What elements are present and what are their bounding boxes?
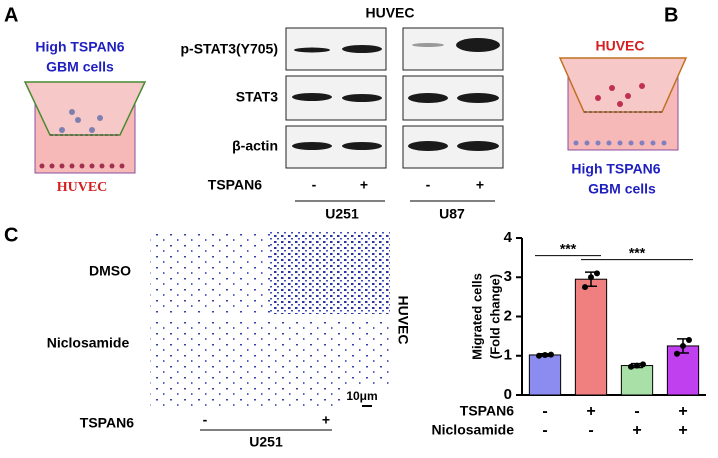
huvec-label: HUVEC bbox=[595, 38, 644, 54]
y-tick-label: 3 bbox=[504, 268, 512, 285]
condition: + bbox=[586, 403, 595, 420]
significance-label: *** bbox=[629, 244, 646, 260]
cells-label: GBM cells bbox=[46, 59, 114, 75]
western-blot: HUVEC p-STAT3(Y705) STAT3 β-actin TSPAN6… bbox=[181, 5, 504, 222]
data-point bbox=[628, 363, 634, 370]
bar bbox=[620, 365, 654, 396]
row-label: Niclosamide bbox=[47, 335, 130, 351]
data-point bbox=[640, 361, 646, 368]
y-tick-label: 0 bbox=[504, 386, 512, 403]
cell-line: U251 bbox=[249, 434, 283, 450]
significance-label: *** bbox=[560, 240, 577, 256]
cells-label: GBM cells bbox=[588, 181, 656, 197]
condition: + bbox=[678, 422, 687, 439]
condition: - bbox=[203, 412, 208, 428]
data-point bbox=[680, 342, 686, 349]
bar bbox=[574, 278, 608, 396]
data-point bbox=[582, 284, 588, 291]
blot-row-label: β-actin bbox=[232, 138, 278, 154]
data-point bbox=[634, 362, 640, 369]
condition: - bbox=[542, 422, 547, 439]
condition: + bbox=[632, 422, 641, 439]
transwell-a: High TSPAN6 GBM cells HUVEC bbox=[23, 39, 147, 195]
cells-label: High TSPAN6 bbox=[571, 161, 660, 177]
y-tick-label: 4 bbox=[504, 229, 513, 246]
huvec-label: HUVEC bbox=[57, 180, 108, 195]
y-axis-label: (Fold change) bbox=[487, 274, 502, 359]
side-label: HUVEC bbox=[395, 295, 411, 344]
panel-label: C bbox=[4, 224, 18, 246]
blot-title: HUVEC bbox=[365, 5, 414, 21]
condition: + bbox=[678, 403, 687, 420]
data-point bbox=[594, 270, 600, 277]
cells-label: High TSPAN6 bbox=[35, 39, 124, 55]
bar bbox=[666, 345, 700, 396]
data-point bbox=[674, 350, 680, 357]
panel-labels: A B C bbox=[4, 4, 678, 246]
cell-line: U87 bbox=[439, 206, 465, 222]
condition: - bbox=[634, 403, 639, 420]
data-point bbox=[686, 337, 692, 344]
row-label: DMSO bbox=[89, 263, 131, 279]
condition: + bbox=[360, 177, 368, 193]
blot-row-label: STAT3 bbox=[236, 89, 278, 105]
cell-line: U251 bbox=[325, 206, 359, 222]
transwell-b: HUVEC High TSPAN6 GBM cells bbox=[558, 38, 688, 197]
y-axis-label: Migrated cells bbox=[469, 273, 484, 360]
condition: - bbox=[542, 403, 547, 420]
blot-row-label: p-STAT3(Y705) bbox=[181, 41, 279, 57]
bar bbox=[528, 354, 562, 396]
data-point bbox=[588, 274, 594, 281]
y-tick-label: 2 bbox=[504, 307, 512, 324]
y-tick-label: 1 bbox=[504, 347, 512, 364]
migration-images: DMSO Niclosamide HUVEC 10μm TSPAN6 - + U… bbox=[47, 232, 411, 450]
condition-label: Niclosamide bbox=[432, 422, 515, 438]
condition-label: TSPAN6 bbox=[208, 177, 262, 193]
condition: + bbox=[476, 177, 484, 193]
panel-label: A bbox=[4, 4, 18, 26]
condition-label: TSPAN6 bbox=[460, 403, 514, 419]
condition: - bbox=[312, 177, 317, 193]
condition: - bbox=[426, 177, 431, 193]
scale-bar-label: 10μm bbox=[346, 389, 377, 403]
data-point bbox=[542, 351, 548, 358]
panel-label: B bbox=[664, 4, 678, 26]
condition: + bbox=[322, 412, 330, 428]
data-point bbox=[548, 351, 554, 358]
data-point bbox=[536, 352, 542, 359]
condition-label: TSPAN6 bbox=[80, 415, 134, 431]
condition: - bbox=[588, 422, 593, 439]
